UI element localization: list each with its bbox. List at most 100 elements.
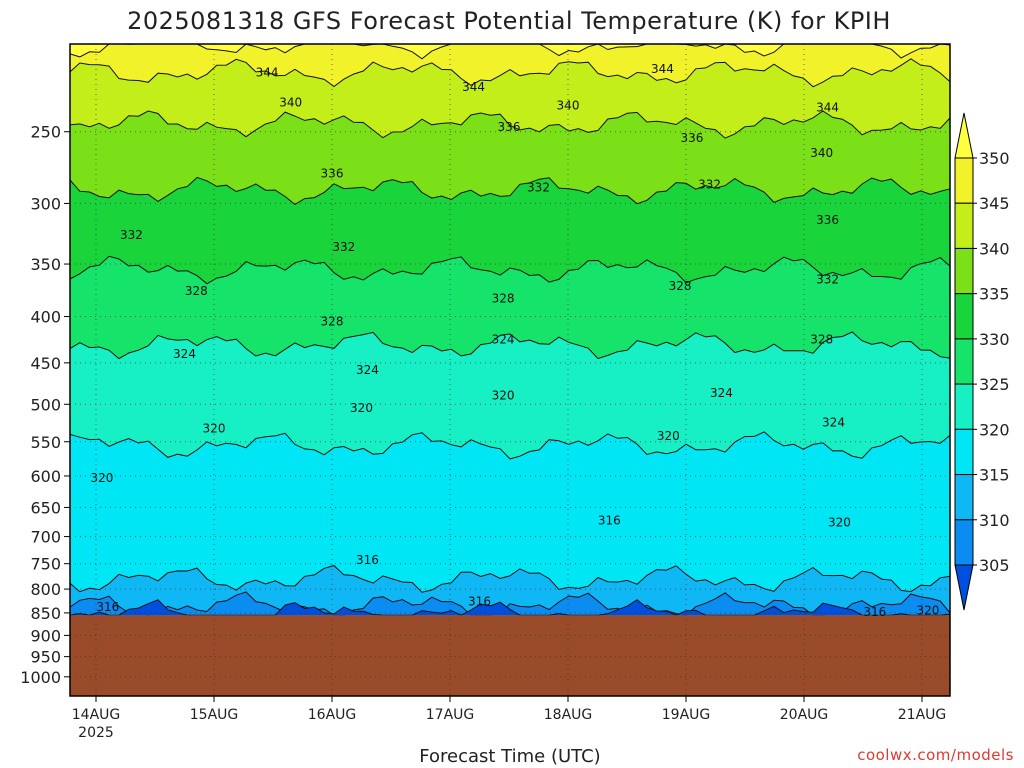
colorbar-segment-335	[954, 293, 974, 340]
contour-label-316: 316	[356, 553, 379, 567]
contour-label-340: 340	[810, 146, 833, 160]
contour-label-316: 316	[863, 605, 886, 619]
x-year-label: 2025	[78, 725, 114, 741]
y-tick-label-750: 750	[30, 555, 61, 574]
contour-label-336: 336	[498, 120, 521, 134]
contour-label-320: 320	[203, 422, 226, 436]
contour-line-335	[69, 176, 951, 206]
chart-title: 2025081318 GFS Forecast Potential Temper…	[127, 7, 891, 35]
y-tick-label-800: 800	[30, 580, 61, 599]
y-tick-label-400: 400	[30, 308, 61, 327]
y-tick-label-250: 250	[30, 123, 61, 142]
y-tick-label-900: 900	[30, 626, 61, 645]
y-tick-label-950: 950	[30, 648, 61, 667]
contour-label-344: 344	[462, 80, 485, 94]
contour-label-316: 316	[96, 600, 119, 614]
contour-label-324: 324	[356, 363, 379, 377]
colorbar-segment-350	[954, 157, 974, 204]
contour-label-328: 328	[492, 291, 515, 305]
x-tick-label-14AUG: 14AUG	[72, 707, 121, 723]
y-tick-label-650: 650	[30, 498, 61, 517]
contour-label-324: 324	[710, 386, 733, 400]
colorbar-label-315: 315	[979, 466, 1010, 485]
colorbar-label-350: 350	[979, 149, 1010, 168]
contour-label-324: 324	[822, 416, 845, 430]
contour-label-324: 324	[492, 332, 515, 346]
contour-line-325	[69, 331, 951, 360]
y-tick-label-300: 300	[30, 194, 61, 213]
colorbar-label-330: 330	[979, 330, 1010, 349]
colorbar-label-310: 310	[979, 511, 1010, 530]
ground-fill	[70, 615, 950, 696]
x-tick-label-21AUG: 21AUG	[898, 707, 947, 723]
colorbar-segment-315	[954, 474, 974, 521]
contour-label-332: 332	[698, 178, 721, 192]
contour-label-328: 328	[810, 332, 833, 346]
y-tick-label-850: 850	[30, 604, 61, 623]
y-tick-label-550: 550	[30, 433, 61, 452]
contour-label-328: 328	[185, 284, 208, 298]
contour-label-344: 344	[651, 62, 674, 76]
contour-label-340: 340	[557, 99, 580, 113]
plot-frame	[69, 43, 951, 697]
contour-label-332: 332	[527, 180, 550, 194]
y-tick-label-350: 350	[30, 255, 61, 274]
contour-label-320: 320	[916, 604, 939, 618]
contour-line-345	[69, 58, 951, 88]
contour-label-316: 316	[598, 514, 621, 528]
colorbar-segment-340	[954, 247, 974, 295]
colorbar-label-320: 320	[979, 420, 1010, 439]
contour-label-336: 336	[680, 131, 703, 145]
contour-label-332: 332	[816, 272, 839, 286]
colorbar-segment-320	[954, 428, 974, 476]
x-axis: 14AUG 15AUG 16AUG 17AUG 18AUG 19AUG 20AUG 21AUG…	[72, 696, 947, 741]
contour-label-320: 320	[828, 515, 851, 529]
y-tick-label-1000: 1000	[20, 668, 61, 687]
colorbar-label-345: 345	[979, 194, 1010, 213]
x-tick-label-15AUG: 15AUG	[190, 707, 239, 723]
contour-label-328: 328	[669, 279, 692, 293]
colorbar-label-335: 335	[979, 285, 1010, 304]
colorbar-segment-310	[954, 519, 974, 566]
y-tick-label-450: 450	[30, 354, 61, 373]
contour-label-320: 320	[90, 471, 113, 485]
x-tick-label-20AUG: 20AUG	[780, 707, 829, 723]
x-tick-label-18AUG: 18AUG	[544, 707, 593, 723]
contour-line-305	[69, 599, 951, 616]
terrain-below-ground	[70, 615, 950, 696]
band-fill-305	[70, 599, 950, 616]
colorbar-segment-345	[954, 202, 974, 249]
colorbar-segment-325	[954, 383, 974, 430]
contour-line-315	[69, 565, 951, 593]
contour-label-344: 344	[256, 65, 279, 79]
colorbar-label-325: 325	[979, 375, 1010, 394]
x-tick-label-17AUG: 17AUG	[426, 707, 475, 723]
credit-text: coolwx.com/models	[857, 746, 1014, 764]
contour-line-330	[69, 255, 951, 285]
contour-label-336: 336	[816, 213, 839, 227]
contour-label-344: 344	[816, 100, 839, 114]
contour-label-332: 332	[332, 240, 355, 254]
contour-line-310	[69, 591, 951, 616]
y-tick-label-700: 700	[30, 528, 61, 547]
contour-label-324: 324	[173, 347, 196, 361]
colorbar-bottom-arrow	[954, 564, 974, 611]
contour-label-340: 340	[279, 95, 302, 109]
band-fill-320	[70, 431, 950, 616]
colorbar-legend: 305 310 315 320 325 330 335 340 345 350	[954, 112, 1010, 611]
colorbar-label-305: 305	[979, 556, 1010, 575]
contour-label-332: 332	[120, 228, 143, 242]
colorbar-label-340: 340	[979, 239, 1010, 258]
y-tick-label-600: 600	[30, 467, 61, 486]
contour-label-320: 320	[350, 401, 373, 415]
contour-label-328: 328	[321, 314, 344, 328]
contour-label-316: 316	[468, 595, 491, 609]
y-tick-label-500: 500	[30, 395, 61, 414]
contour-labels: 344 344 344 344 340 340 340 336 336 336 336 332 332 3…	[90, 62, 939, 619]
contour-line-340	[69, 110, 951, 139]
x-axis-label: Forecast Time (UTC)	[419, 746, 600, 767]
contour-label-320: 320	[492, 389, 515, 403]
contour-label-320: 320	[657, 429, 680, 443]
y-axis: 250 300 350 400 450 500 550 600 650 700 750 800 850 9…	[20, 123, 70, 687]
